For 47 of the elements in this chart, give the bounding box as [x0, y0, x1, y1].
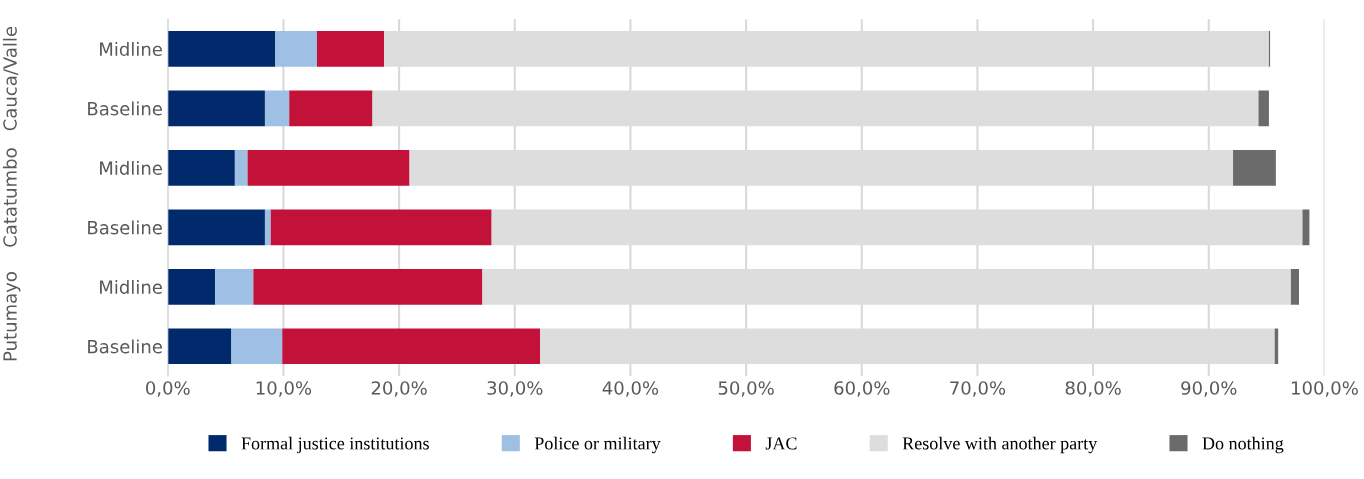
x-tick-label: 50,0%: [718, 381, 774, 397]
x-tick-label: 80,0%: [1065, 381, 1121, 397]
bar: [247, 150, 410, 186]
y-tick-label: Baseline: [88, 101, 162, 116]
legend-label: Resolve with another party: [902, 436, 1098, 454]
x-tick-label: 30,0%: [487, 381, 543, 397]
bar: [167, 328, 232, 365]
bar: [167, 90, 265, 127]
y-tick-label: Baseline: [88, 220, 162, 235]
y-tick-label: Midline: [100, 160, 162, 175]
bar: [215, 268, 254, 305]
text: Catatumbo: [2, 148, 17, 247]
bar: [234, 150, 248, 186]
bar: [264, 209, 271, 246]
bar: [1233, 150, 1276, 186]
bar: [1290, 268, 1299, 305]
bar: [1258, 90, 1269, 127]
bar: [275, 31, 317, 67]
bar: [167, 268, 216, 305]
bar: [231, 328, 283, 365]
text: Cauca/Valle: [2, 26, 19, 131]
y-tick-label: Baseline: [88, 339, 162, 354]
legend-label: Police or military: [534, 436, 661, 454]
legend-label: Do nothing: [1202, 436, 1284, 454]
x-tick-label: 70,0%: [950, 381, 1006, 397]
x-tick-label: 40,0%: [602, 381, 659, 397]
x-tick-label: 90,0%: [1181, 381, 1237, 397]
bar: [289, 90, 373, 127]
bar: [264, 90, 290, 127]
bar: [1302, 209, 1310, 246]
bar: [253, 268, 483, 305]
x-tick-label: 60,0%: [834, 381, 890, 397]
bar: [167, 31, 276, 67]
bar: [282, 328, 541, 365]
bar: [167, 150, 235, 186]
legend-label: Formal justice institutions: [241, 436, 429, 454]
x-tick-label: 20,0%: [371, 381, 427, 397]
bar: [316, 31, 385, 67]
text: Putumayo: [3, 272, 21, 361]
y-tick-label: Midline: [100, 42, 162, 57]
x-tick-label: 0,0%: [146, 381, 190, 397]
legend-label: JAC: [765, 437, 797, 450]
bar: [167, 209, 265, 246]
x-tick-label: 10,0%: [256, 381, 312, 397]
y-tick-label: Midline: [100, 279, 162, 294]
bar: [270, 209, 492, 246]
x-tick-label: 100,0%: [1292, 381, 1358, 397]
